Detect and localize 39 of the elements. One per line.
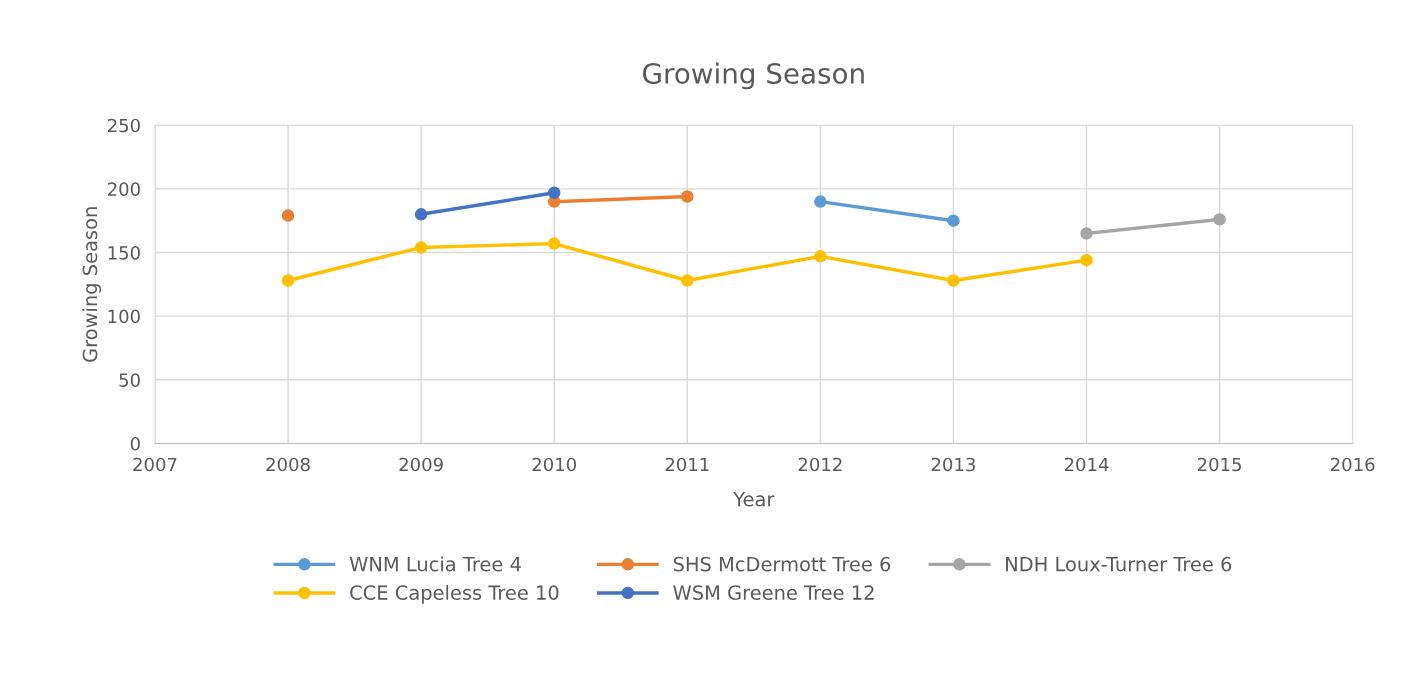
point [414,241,428,254]
point [947,214,960,227]
point [547,186,561,199]
x-tick-label: 2015 [1197,457,1241,472]
x-tick-label: 2014 [1064,457,1109,472]
y-tick-label: 50 [119,373,140,387]
point [814,195,827,208]
chart-title: Growing Season [643,62,864,90]
legend-label: SHS McDermott Tree 6 [673,556,891,572]
x-tick-label: 2013 [931,457,975,472]
point [414,208,428,221]
point [947,274,960,287]
legend-label: WNM Lucia Tree 4 [349,556,521,572]
legend-label: NDH Loux-Turner Tree 6 [1006,556,1232,572]
point [281,209,295,222]
point [281,274,295,287]
x-tick-label: 2010 [532,457,576,472]
legend-label: WSM Greene Tree 12 [673,585,874,600]
x-tick-label: 2012 [798,457,842,472]
point [681,190,694,203]
point [1080,253,1093,267]
y-tick-label: 0 [130,436,140,451]
point [547,237,561,250]
y-tick-label: 200 [107,182,140,196]
x-tick-label: 2007 [133,457,177,472]
point [1080,227,1093,240]
legend-label: CCE Capeless Tree 10 [350,584,559,604]
y-axis-title: Growing Season [82,207,102,362]
x-tick-label: 2011 [665,457,709,472]
point [1213,213,1226,226]
y-tick-label: 250 [107,118,140,133]
x-axis-title: Year [733,492,775,507]
y-tick-label: 150 [108,245,140,260]
x-tick-label: 2009 [399,457,443,472]
point [681,274,694,287]
x-tick-label: 2008 [266,457,310,472]
y-tick-label: 100 [108,309,140,324]
point [814,250,827,263]
x-tick-label: 2016 [1330,457,1375,472]
